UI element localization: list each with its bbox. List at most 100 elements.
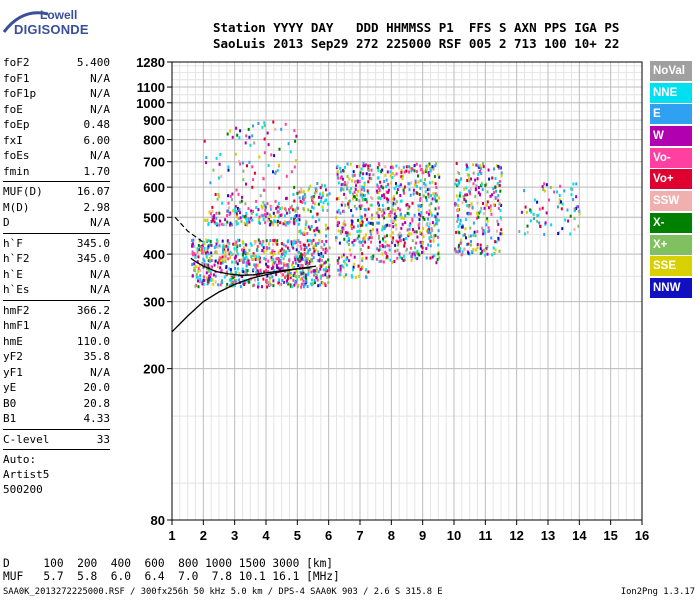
echo-point	[242, 246, 245, 250]
echo-point	[280, 282, 283, 286]
echo-point	[367, 164, 370, 168]
echo-point	[224, 259, 227, 263]
echo-point	[213, 263, 216, 267]
echo-point	[265, 239, 268, 243]
param-value: 345.0	[76, 236, 110, 250]
echo-point	[387, 206, 390, 210]
echo-point	[362, 164, 365, 168]
echo-point	[414, 181, 417, 185]
echo-point	[238, 238, 241, 242]
echo-point	[470, 250, 473, 253]
echo-point	[269, 220, 272, 223]
echo-point	[224, 250, 227, 254]
echo-point	[318, 241, 321, 244]
echo-point	[419, 214, 422, 218]
echo-point	[254, 241, 257, 245]
echo-point	[466, 193, 469, 197]
echo-point	[276, 205, 279, 209]
echo-point	[214, 274, 217, 278]
echo-point	[467, 242, 470, 246]
echo-point	[399, 183, 402, 187]
echo-point	[413, 169, 416, 173]
echo-point	[246, 257, 249, 261]
echo-point	[225, 244, 228, 248]
echo-point	[476, 213, 479, 217]
echo-point	[349, 253, 352, 257]
echo-point	[285, 264, 288, 268]
echo-point	[405, 165, 408, 169]
auto-info-line: Auto:	[3, 453, 37, 466]
echo-point	[419, 199, 422, 202]
echo-point	[381, 194, 384, 198]
digisonde-logo: Lowell DIGISONDE	[0, 0, 89, 50]
echo-point	[435, 218, 437, 222]
x-tick-label: 16	[635, 528, 649, 543]
echo-point	[265, 262, 268, 266]
echo-point	[299, 277, 302, 281]
echo-point	[283, 254, 286, 257]
echo-point	[495, 189, 498, 193]
echo-point	[486, 200, 489, 204]
echo-point	[386, 197, 388, 201]
echo-point	[382, 245, 385, 248]
echo-point	[203, 247, 206, 250]
echo-point	[308, 261, 311, 265]
echo-point	[376, 196, 379, 200]
x-tick-label: 12	[509, 528, 523, 543]
echo-point	[413, 164, 416, 168]
echo-point	[417, 174, 419, 178]
echo-point	[207, 252, 210, 256]
echo-point	[308, 248, 311, 251]
echo-point	[313, 191, 316, 195]
legend-entry: NNW	[650, 277, 692, 298]
echo-point	[569, 214, 572, 218]
echo-point	[483, 248, 486, 252]
echo-point	[254, 278, 256, 282]
echo-point	[494, 177, 497, 180]
echo-point	[248, 248, 251, 252]
echo-point	[194, 284, 197, 288]
echo-point	[280, 255, 283, 259]
echo-point	[429, 211, 432, 215]
echo-point	[239, 216, 242, 220]
echo-point	[367, 191, 370, 195]
echo-point	[384, 225, 387, 229]
echo-point	[276, 223, 279, 227]
echo-point	[346, 175, 349, 178]
echo-point	[336, 224, 339, 227]
echo-point	[357, 274, 360, 278]
echo-point	[525, 210, 528, 214]
echo-point	[272, 264, 275, 268]
echo-point	[458, 249, 461, 253]
echo-point	[196, 275, 199, 279]
echo-point	[365, 223, 368, 227]
echo-point	[572, 182, 575, 186]
echo-point	[346, 231, 349, 235]
echo-point	[433, 224, 436, 228]
echo-point	[336, 170, 339, 174]
echo-point	[384, 165, 387, 169]
x-tick-label: 4	[262, 528, 270, 543]
echo-point	[261, 243, 264, 247]
echo-point	[377, 214, 380, 218]
echo-point	[348, 189, 351, 192]
echo-point	[219, 153, 222, 156]
echo-point	[218, 244, 221, 248]
echo-point	[403, 258, 406, 262]
echo-point	[360, 240, 363, 244]
echo-point	[459, 222, 461, 226]
echo-point	[419, 240, 422, 244]
echo-point	[235, 249, 238, 253]
echo-point	[328, 192, 331, 196]
echo-point	[428, 203, 431, 207]
echo-point	[497, 194, 500, 198]
echo-point	[345, 273, 348, 277]
echo-point	[266, 265, 269, 268]
echo-point	[234, 152, 237, 156]
echo-point	[523, 189, 526, 193]
echo-point	[361, 220, 364, 224]
echo-point	[285, 174, 288, 178]
echo-point	[206, 240, 209, 244]
echo-point	[209, 239, 212, 243]
echo-point	[487, 226, 490, 230]
